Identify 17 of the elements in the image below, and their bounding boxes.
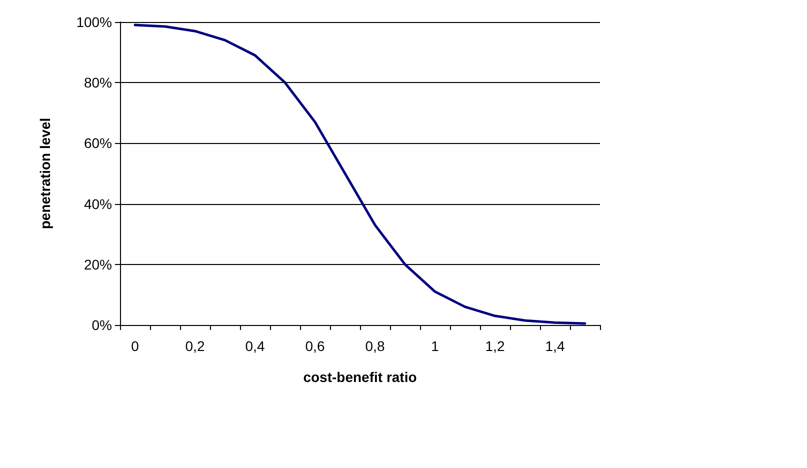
y-tick-label: 60% [84,135,112,152]
x-tick-label: 0,8 [365,338,385,354]
x-tick-label: 1,4 [545,338,565,354]
y-tick-label: 80% [84,74,112,91]
x-tick-label: 1 [431,338,440,354]
x-tick-label: 0,4 [245,338,265,354]
x-tick-label: 0 [131,338,140,354]
line-series [134,24,586,325]
x-tick-label: 0,6 [305,338,325,354]
x-tick-label: 0,2 [185,338,205,354]
y-tick-label: 20% [84,256,112,272]
x-tick-label: 1,2 [485,338,505,354]
y-axis-title: penetration level [37,118,53,230]
y-tick-label: 40% [84,196,112,212]
y-tick-label: 0% [92,317,112,333]
x-axis-title: cost-benefit ratio [303,369,417,385]
y-tick-label: 100% [76,14,112,30]
